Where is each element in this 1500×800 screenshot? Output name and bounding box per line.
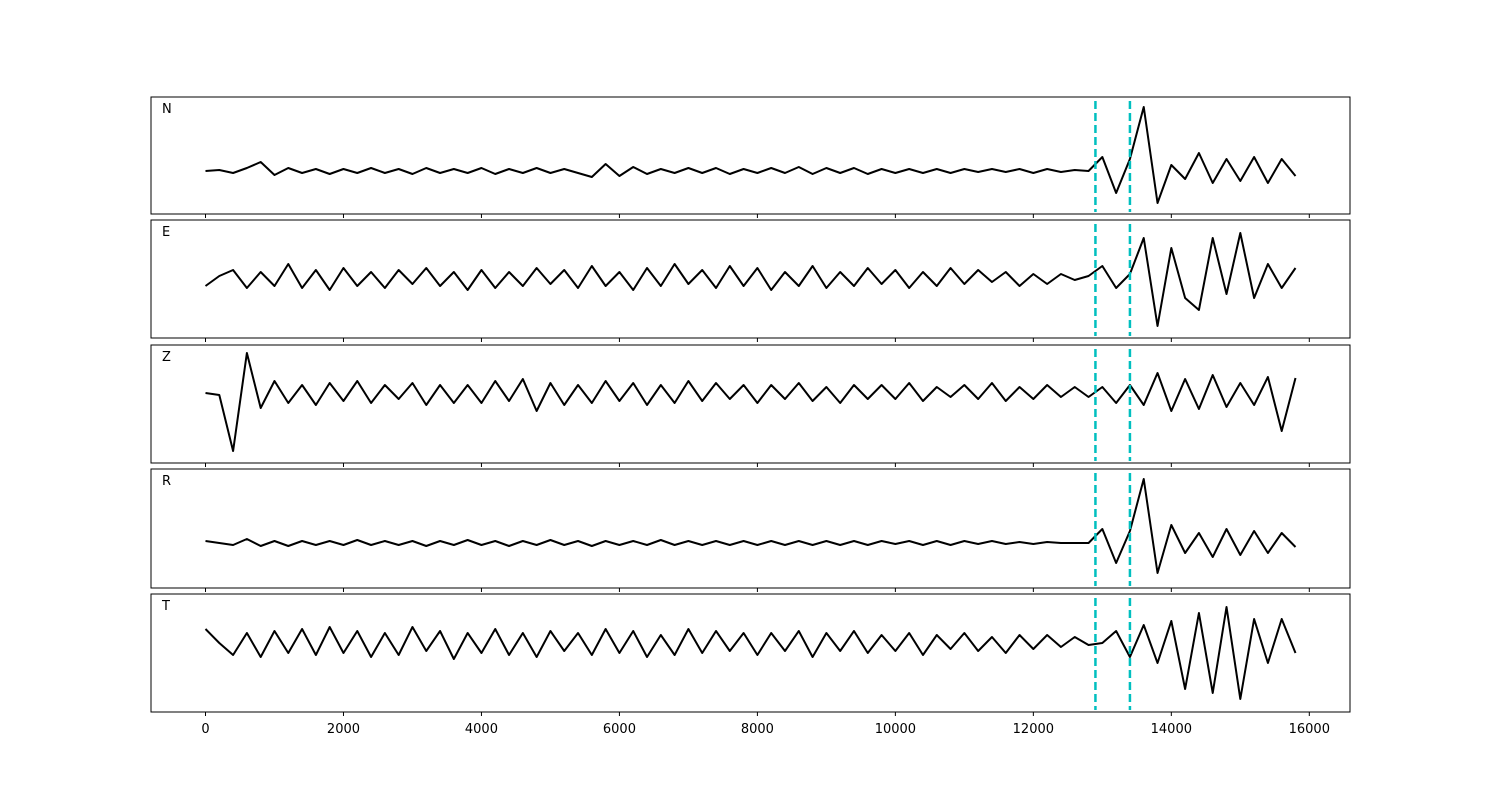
panel-frame [150,219,1351,339]
trace [205,352,1297,452]
trace [204,232,1297,327]
x-tick-label: 2000 [327,722,360,737]
panel-frame [150,593,1351,713]
panel-label: N [162,102,172,117]
panel-frame [150,344,1351,464]
x-tick-label: 12000 [1013,722,1054,737]
x-tick-label: 6000 [603,722,636,737]
x-tick-label: 16000 [1289,722,1330,737]
x-tick-label: 10000 [875,722,916,737]
panel-label: E [162,225,170,240]
panel-frame [150,468,1351,589]
panel-label: R [162,474,171,489]
trace [204,606,1297,700]
trace [205,106,1297,204]
panel-label: Z [162,350,171,365]
trace [205,478,1297,574]
panel-label: T [161,599,170,614]
x-tick-label: 0 [201,722,209,737]
x-tick-label: 14000 [1151,722,1192,737]
panel-frame [150,96,1351,215]
x-tick-label: 8000 [741,722,774,737]
x-tick-label: 4000 [465,722,498,737]
